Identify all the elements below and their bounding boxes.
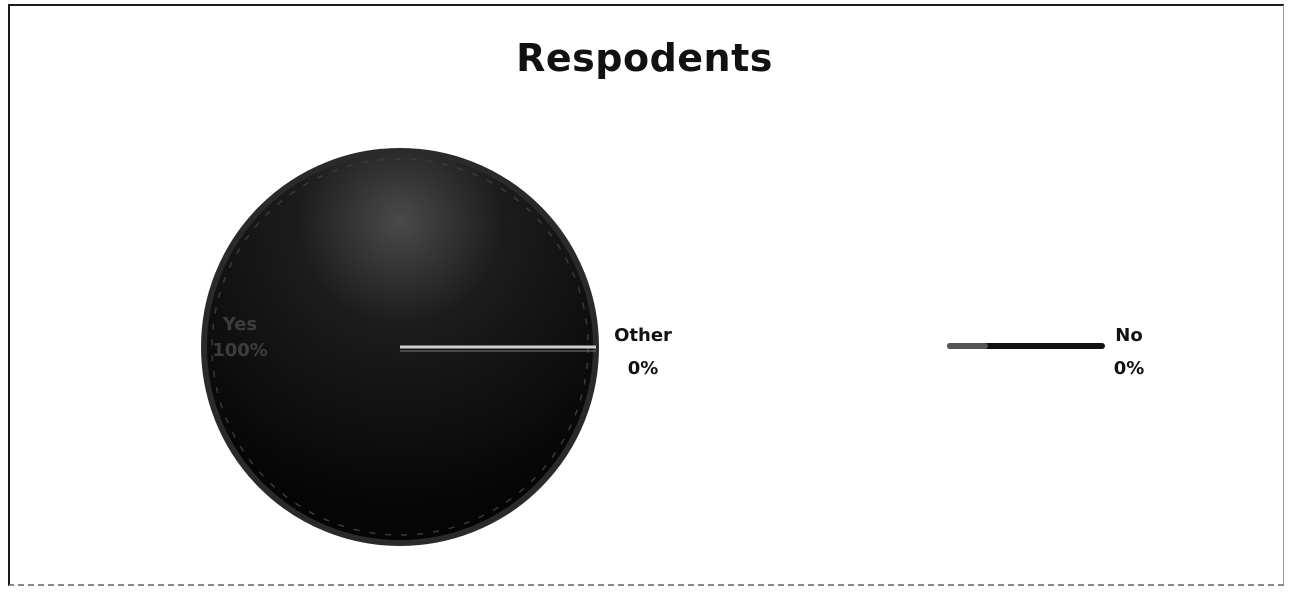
data-label-other-name: Other (614, 325, 672, 346)
data-label-no-name: No (1115, 325, 1142, 346)
pie-group (201, 148, 599, 546)
chart-title: Respodents (516, 36, 773, 80)
data-label-yes-pct: 100% (212, 340, 268, 361)
data-label-other-pct: 0% (628, 358, 659, 379)
label-group: Yes 100% Other 0% No 0% (212, 314, 1144, 379)
data-label-yes-name: Yes (222, 314, 257, 335)
data-label-no-pct: 0% (1114, 358, 1145, 379)
